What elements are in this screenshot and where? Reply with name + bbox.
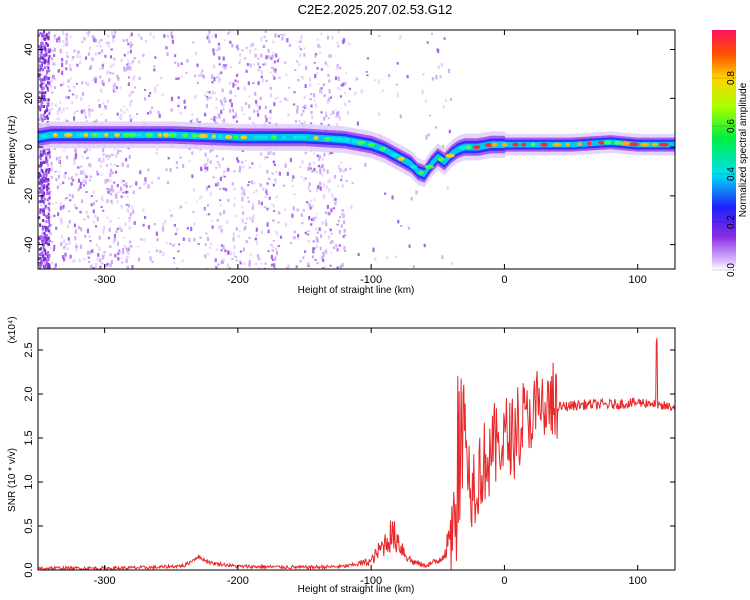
snr-x-ticks: -300 -200 -100 0 100 [94,328,647,587]
snr-plot-area [38,338,675,570]
spectrogram-x-tick-label: -300 [94,274,116,286]
spectrogram-y-tick-label: -40 [23,237,35,253]
spectrogram-x-tick-label: 100 [629,274,647,286]
colorbar-tick-label: 0.4 [726,167,737,181]
snr-x-tick-label: 100 [629,575,647,587]
spectrogram-peaks [40,132,669,175]
snr-y-tick-label: 0.5 [23,518,35,533]
spectrogram-y-tick-label: -20 [23,188,35,204]
colorbar-gradient [712,30,736,270]
colorbar-tick-label: 0.2 [726,215,737,229]
spectrogram-y-ticks: -40 -20 0 20 40 [23,43,675,253]
snr-series-line [38,338,675,570]
spectrogram-y-tick-label: 0 [23,144,35,150]
snr-x-tick-label: -200 [227,575,249,587]
colorbar-tick-label: 0.0 [726,263,737,277]
colorbar-label: Normalized spectral amplitude [738,82,749,217]
snr-y-tick-label: 2.5 [23,342,35,357]
snr-y-ticks: 0.0 0.5 1.0 1.5 2.0 2.5 [23,342,675,578]
colorbar-ticks: 0.0 0.2 0.4 0.6 0.8 [712,71,737,277]
snr-y-tick-label: 1.0 [23,474,35,489]
spectrogram-plot-area [38,30,675,269]
snr-y-tick-label: 2.0 [23,386,35,401]
spectrogram-ridge [38,121,675,188]
spectrogram-frame [37,29,676,270]
spectrogram-x-label: Height of straight line (km) [298,285,415,296]
snr-y-label: SNR (10 * v/v) [7,448,18,512]
snr-panel: -300 -200 -100 0 100 0.0 0.5 1.0 1.5 2.0 2.5 Heig… [7,316,676,595]
colorbar: 0.0 0.2 0.4 0.6 0.8 Normalized spectral ampl… [712,30,749,277]
colorbar-tick-label: 0.6 [726,119,737,133]
snr-x-tick-label: -300 [94,575,116,587]
snr-y-multiplier: (x10⁴) [7,316,18,343]
snr-y-tick-label: 1.5 [23,430,35,445]
snr-x-tick-label: -100 [360,575,382,587]
spectrogram-y-label: Frequency (Hz) [7,116,18,185]
figure-title: C2E2.2025.207.02.53.G12 [298,2,453,17]
spectrogram-x-tick-label: -200 [227,274,249,286]
spectrogram-x-ticks: -300 -200 -100 0 100 [94,30,647,286]
snr-x-label: Height of straight line (km) [298,584,415,595]
colorbar-tick-label: 0.8 [726,71,737,85]
spectrogram-y-tick-label: 20 [23,92,35,104]
snr-frame [37,327,676,571]
spectrogram-x-tick-label: -100 [360,274,382,286]
spectrogram-x-tick-label: 0 [501,274,507,286]
snr-y-tick-label: 0.0 [23,562,35,577]
snr-x-tick-label: 0 [501,575,507,587]
spectrogram-y-tick-label: 40 [23,43,35,55]
